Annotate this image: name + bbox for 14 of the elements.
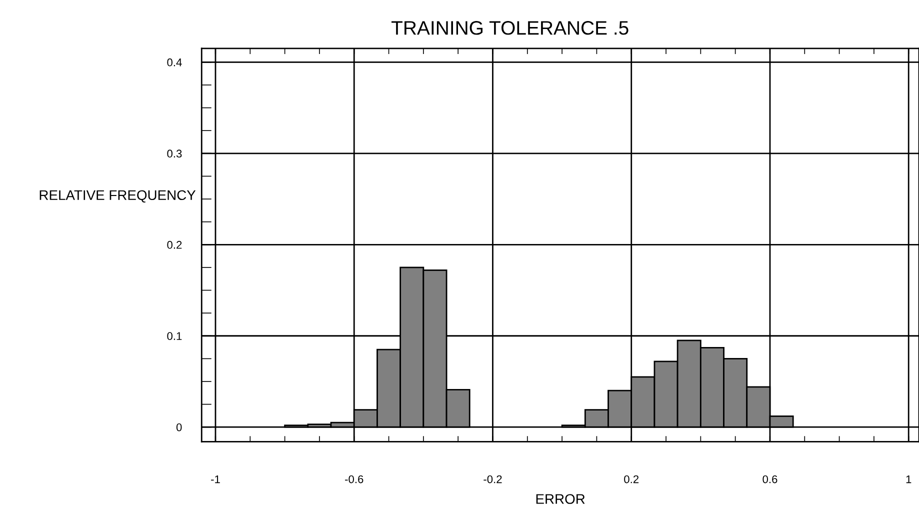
y-tick-label: 0	[176, 423, 182, 432]
y-axis-title: RELATIVE FREQUENCY	[40, 190, 196, 203]
x-tick-label: -0.6	[345, 475, 364, 484]
y-tick-label: 0.1	[167, 332, 182, 340]
y-tick-label: 0.2	[167, 240, 182, 249]
y-tick-label: 0.4	[167, 58, 182, 66]
chart-title: TRAINING TOLERANCE .5	[391, 21, 628, 35]
x-tick-label: -1	[211, 475, 220, 484]
x-tick-label: 0.6	[762, 475, 778, 484]
x-axis-title: ERROR	[536, 494, 585, 504]
y-tick-label: 0.3	[167, 150, 182, 158]
x-tick-label: 0.2	[624, 475, 639, 484]
x-tick-label: -0.2	[484, 475, 502, 484]
x-tick-label: 1	[906, 475, 912, 484]
